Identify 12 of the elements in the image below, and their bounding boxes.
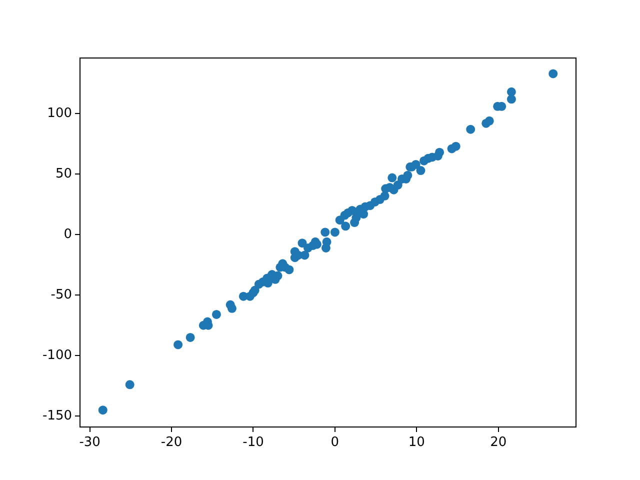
y-tick-label: 100 xyxy=(47,106,72,122)
y-tick-label: -150 xyxy=(42,408,72,424)
x-tick-label: -10 xyxy=(242,435,264,450)
x-tick-label: 20 xyxy=(490,435,507,450)
x-tick-label: -20 xyxy=(160,435,182,450)
y-tick-label: 0 xyxy=(64,227,72,242)
x-tick-label: 0 xyxy=(330,435,340,450)
y-tick-label: 50 xyxy=(55,166,72,182)
x-tick-label: -30 xyxy=(79,435,100,450)
y-tick-label: -50 xyxy=(50,288,72,303)
x-tick-label: 10 xyxy=(408,435,425,450)
y-tick-label: -100 xyxy=(42,348,72,363)
